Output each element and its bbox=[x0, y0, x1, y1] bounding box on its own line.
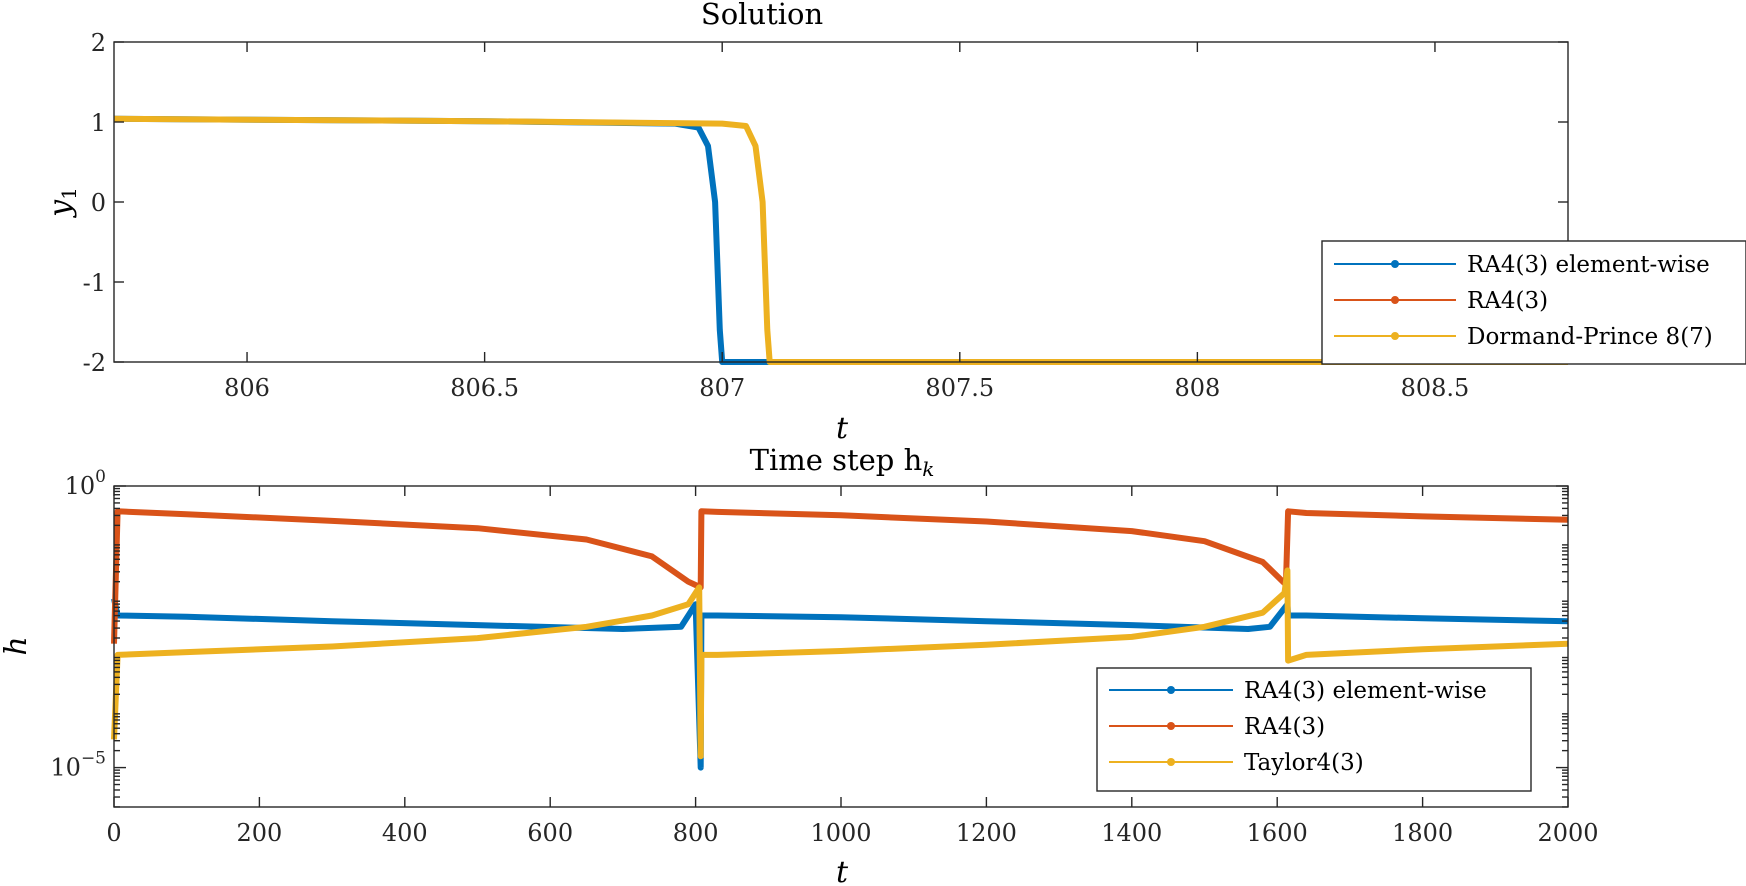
solution-legend-marker-1 bbox=[1391, 296, 1399, 304]
timestep-y-tick-label: 10−5 bbox=[50, 749, 106, 782]
timestep-title-base: Time step h bbox=[750, 443, 923, 477]
timestep-legend-marker-1 bbox=[1167, 722, 1175, 730]
solution-y-label: y1 bbox=[43, 187, 81, 219]
timestep-x-ticks: 0 200 400 600 800 1000 1200 1400 1600 1800 2000 bbox=[106, 486, 1599, 847]
panel-timestep: Time step hk 0 200 400 600 800 1000 1200 1400 16… bbox=[0, 443, 1599, 886]
timestep-plot-area bbox=[111, 508, 1569, 771]
solution-legend-items: RA4(3) element-wise RA4(3) Dormand-Prince … bbox=[1334, 252, 1713, 350]
timestep-title: Time step hk bbox=[750, 443, 935, 481]
timestep-legend-label-1: RA4(3) bbox=[1244, 714, 1325, 740]
solution-y-tick-label: -2 bbox=[83, 349, 106, 377]
timestep-x-tick-label: 2000 bbox=[1537, 819, 1598, 847]
timestep-x-tick-label: 1200 bbox=[956, 819, 1017, 847]
solution-x-ticks: 806 806.5 807 807.5 808 808.5 bbox=[224, 42, 1469, 402]
solution-y-tick-label: 1 bbox=[91, 109, 106, 137]
solution-x-tick-label: 807.5 bbox=[925, 374, 994, 402]
timestep-x-tick-label: 200 bbox=[236, 819, 282, 847]
solution-x-label: t bbox=[836, 411, 849, 446]
solution-x-tick-label: 808.5 bbox=[1401, 374, 1470, 402]
solution-legend-label-0: RA4(3) element-wise bbox=[1467, 252, 1710, 278]
timestep-y-tick-label: 100 bbox=[65, 467, 106, 500]
timestep-x-tick-label: 1400 bbox=[1101, 819, 1162, 847]
timestep-legend-marker-2 bbox=[1167, 758, 1175, 766]
solution-y-ticks: 2 1 0 -1 -2 bbox=[83, 29, 1568, 377]
timestep-legend-marker-0 bbox=[1167, 686, 1175, 694]
timestep-legend-items: RA4(3) element-wise RA4(3) Taylor4(3) bbox=[1109, 678, 1487, 776]
timestep-y-ticks: 100 10−5 bbox=[50, 467, 1568, 808]
timestep-legend-label-2: Taylor4(3) bbox=[1244, 750, 1364, 776]
solution-title: Solution bbox=[701, 0, 823, 31]
solution-legend-marker-0 bbox=[1391, 260, 1399, 268]
solution-x-tick-label: 806 bbox=[224, 374, 270, 402]
solution-y-tick-label: 2 bbox=[91, 29, 106, 57]
timestep-legend-label-0: RA4(3) element-wise bbox=[1244, 678, 1487, 704]
timestep-x-label: t bbox=[836, 855, 849, 886]
timestep-series-line-2 bbox=[111, 567, 1569, 760]
timestep-y-label: h bbox=[0, 636, 34, 655]
panel-solution: Solution 806 806.5 807 807.5 808 808.5 210-1-… bbox=[43, 0, 1746, 446]
timestep-x-tick-label: 800 bbox=[673, 819, 719, 847]
solution-legend-marker-2 bbox=[1391, 332, 1399, 340]
solution-legend: RA4(3) element-wise RA4(3) Dormand-Prince … bbox=[1321, 240, 1746, 365]
solution-y-label-sub: 1 bbox=[57, 187, 81, 200]
timestep-x-tick-label: 0 bbox=[106, 819, 121, 847]
solution-y-tick-label: 0 bbox=[91, 189, 106, 217]
timestep-x-tick-label: 400 bbox=[382, 819, 428, 847]
timestep-legend: RA4(3) element-wise RA4(3) Taylor4(3) bbox=[1096, 667, 1532, 792]
svg-text:y1: y1 bbox=[43, 187, 81, 219]
timestep-x-tick-label: 1000 bbox=[810, 819, 871, 847]
timestep-x-tick-label: 600 bbox=[527, 819, 573, 847]
solution-x-tick-label: 806.5 bbox=[450, 374, 519, 402]
solution-x-tick-label: 808 bbox=[1174, 374, 1220, 402]
timestep-x-tick-label: 1600 bbox=[1247, 819, 1308, 847]
solution-x-tick-label: 807 bbox=[699, 374, 745, 402]
timestep-title-sub: k bbox=[922, 457, 934, 481]
timestep-x-tick-label: 1800 bbox=[1392, 819, 1453, 847]
solution-legend-label-2: Dormand-Prince 8(7) bbox=[1467, 324, 1713, 350]
solution-legend-label-1: RA4(3) bbox=[1467, 288, 1548, 314]
solution-y-tick-label: -1 bbox=[83, 269, 106, 297]
timestep-series-line-1 bbox=[111, 508, 1569, 644]
solution-y-label-base: y bbox=[43, 199, 78, 219]
